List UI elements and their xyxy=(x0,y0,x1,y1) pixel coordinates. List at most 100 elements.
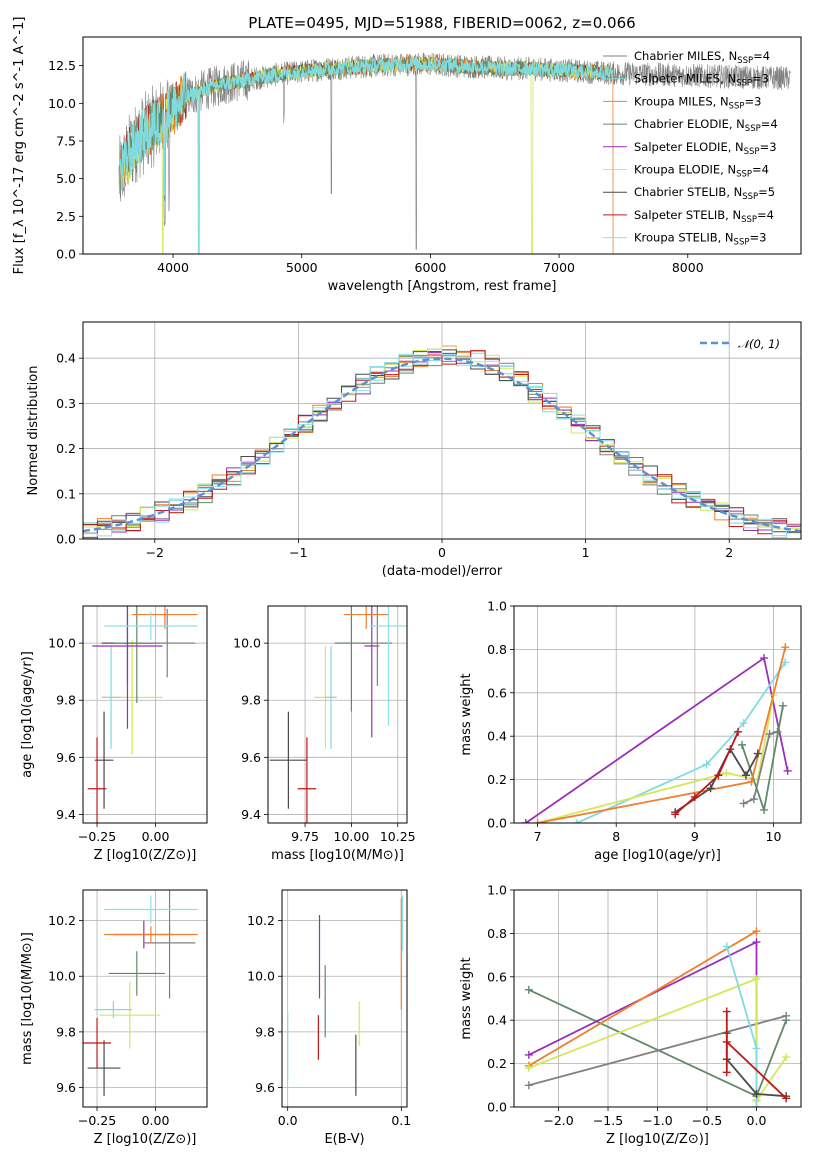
x-tick-label: −2 xyxy=(146,545,164,560)
weight-series-line xyxy=(528,977,787,1104)
x-tick-label: −1 xyxy=(289,545,307,560)
axes-frame xyxy=(513,889,802,1108)
axes-weight-vs-z: −2.0 −1.5 −1.0 −0.5 0.0 0.0 0.2 0.4 0.6 0.8 1.0 Z [… xyxy=(459,883,802,1147)
y-axis-label: age [log10(age/yr)] xyxy=(20,651,35,778)
axes-spectrum: 4000 5000 6000 7000 8000 0.0 2.5 5.0 7.5 10.0 12.5… xyxy=(12,17,802,294)
model-spectrum-line xyxy=(119,55,614,202)
weight-marker xyxy=(671,810,680,819)
weight-marker xyxy=(722,942,731,951)
legend-entry: Kroupa MILES, NSSP=3 xyxy=(634,94,761,111)
errorbar-point xyxy=(87,1040,121,1096)
weight-marker xyxy=(760,654,769,663)
weight-marker xyxy=(747,777,756,786)
legend-entry: Salpeter MILES, NSSP=3 xyxy=(634,72,769,89)
legend-entry: Chabrier ELODIE, NSSP=4 xyxy=(634,117,778,134)
y-tick-label: 1.0 xyxy=(487,883,507,898)
weight-marker xyxy=(722,1007,731,1016)
y-tick-label: 0.0 xyxy=(487,1100,507,1115)
weight-marker xyxy=(572,819,581,823)
weight-marker xyxy=(702,760,711,769)
weight-marker xyxy=(738,740,747,749)
y-tick-label: 2.5 xyxy=(56,209,76,224)
figure-title: PLATE=0495, MJD=51988, FIBERID=0062, z=0… xyxy=(248,14,635,32)
plot-area-weight-vs-age xyxy=(521,643,792,823)
x-tick-label: −2.0 xyxy=(543,1113,573,1128)
x-tick-label: −1.0 xyxy=(642,1113,672,1128)
y-tick-label: 9.6 xyxy=(241,750,261,765)
weight-marker xyxy=(782,1094,791,1103)
legend-entry: Salpeter STELIB, NSSP=4 xyxy=(634,208,774,225)
model-spectrum-line xyxy=(119,55,614,254)
plot-area-mass-vs-ebv xyxy=(287,895,404,1096)
weight-marker xyxy=(752,927,761,936)
x-tick-label: −0.25 xyxy=(78,1113,116,1128)
x-tick-label: 0 xyxy=(438,545,446,560)
axes-frame xyxy=(82,889,208,1108)
axes-frame xyxy=(82,36,802,255)
weight-marker xyxy=(524,1081,533,1090)
y-tick-label: 0.8 xyxy=(487,642,507,657)
x-tick-label: 4000 xyxy=(157,260,189,275)
y-tick-label: 0.0 xyxy=(56,247,76,262)
x-tick-label: 0.00 xyxy=(142,1113,170,1128)
y-tick-label: 0.6 xyxy=(487,969,507,984)
weight-marker xyxy=(524,1063,533,1072)
legend-entry: Salpeter ELODIE, NSSP=3 xyxy=(634,140,777,157)
weight-series-line xyxy=(528,1015,787,1087)
weight-marker xyxy=(752,974,761,983)
errorbar-point xyxy=(101,645,121,749)
weight-series-line xyxy=(725,946,758,1107)
weight-marker xyxy=(753,749,762,758)
axes-frame xyxy=(281,889,408,1108)
errorbar-point xyxy=(269,711,307,809)
normal-curve xyxy=(83,357,801,533)
y-axis-label: Flux [f_λ 10^-17 erg cm^-2 s^-1 A^-1] xyxy=(12,17,27,275)
weight-marker xyxy=(752,1089,761,1098)
weight-marker xyxy=(752,1103,761,1107)
weight-marker xyxy=(524,1050,533,1059)
errorbar-point xyxy=(94,711,114,809)
weight-series-line xyxy=(537,694,775,823)
axes-age-vs-mass: 9.75 10.00 10.25 9.4 9.6 9.8 10.0 mass [log10(M… xyxy=(233,605,416,863)
y-tick-label: 0.4 xyxy=(487,1013,507,1028)
weight-marker xyxy=(778,701,787,710)
errorbar-point xyxy=(83,1017,112,1069)
weight-marker xyxy=(521,819,530,823)
y-tick-label: 5.0 xyxy=(56,171,76,186)
x-tick-label: 0.1 xyxy=(391,1113,411,1128)
observed-spectrum-line xyxy=(118,52,791,250)
x-axis-label: mass [log10(M/M⊙)] xyxy=(271,848,404,863)
y-tick-label: 9.8 xyxy=(255,1024,275,1039)
spectrum-legend: Chabrier MILES, NSSP=4 Salpeter MILES, NS… xyxy=(603,49,778,248)
weight-marker xyxy=(690,792,699,801)
x-axis-label: age [log10(age/yr)] xyxy=(594,848,721,863)
errorbar-point xyxy=(364,606,380,738)
errorbar-point xyxy=(343,606,389,629)
y-tick-label: 0.4 xyxy=(487,729,507,744)
x-tick-label: 2 xyxy=(725,545,733,560)
x-axis-label: Z [log10(Z/Z⊙)] xyxy=(94,1132,197,1147)
weight-marker xyxy=(781,643,790,652)
weight-series-line xyxy=(743,731,778,805)
x-tick-label: 9 xyxy=(691,829,699,844)
y-tick-label: 0.2 xyxy=(487,1056,507,1071)
plot-area-age-vs-mass xyxy=(269,606,407,823)
weight-marker xyxy=(734,727,743,736)
x-tick-label: 1 xyxy=(582,545,590,560)
weight-series-line xyxy=(528,930,757,1067)
y-tick-label: 0.2 xyxy=(487,772,507,787)
weight-marker xyxy=(714,771,723,780)
y-tick-label: 0.2 xyxy=(56,441,76,456)
errorbar-point xyxy=(143,890,196,999)
weight-marker xyxy=(765,730,774,739)
plot-area-spectrum xyxy=(118,52,791,254)
y-tick-label: 0.1 xyxy=(56,486,76,501)
x-tick-label: −0.5 xyxy=(692,1113,722,1128)
weight-marker xyxy=(722,1037,731,1046)
axes-weight-vs-age: 7 8 9 10 0.0 0.2 0.4 0.6 0.8 1.0 age [log10(age/yr… xyxy=(459,599,802,863)
errorbar-point xyxy=(132,606,198,629)
model-spectrum-line xyxy=(119,56,614,254)
weight-marker xyxy=(752,938,761,947)
x-tick-label: 0.0 xyxy=(747,1113,767,1128)
